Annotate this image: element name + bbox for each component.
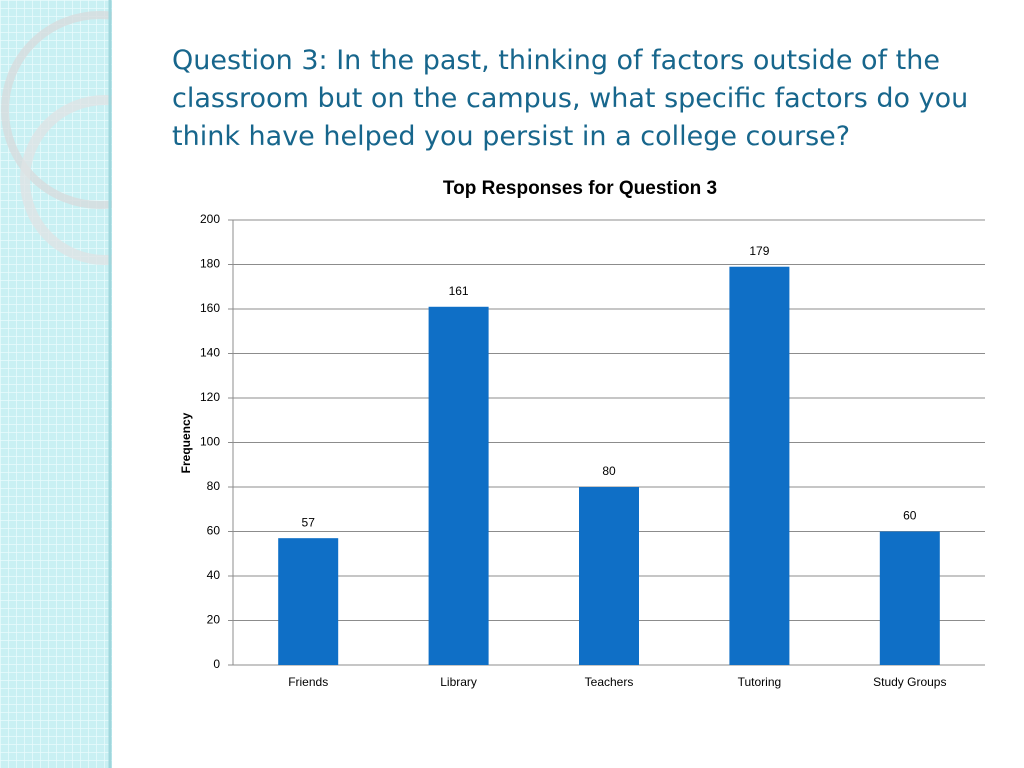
bar	[278, 538, 339, 665]
bar	[579, 487, 639, 665]
y-tick-label: 160	[200, 301, 220, 315]
value-label: 161	[449, 284, 469, 298]
y-axis-label: Frequency	[179, 412, 193, 473]
y-tick-label: 60	[207, 524, 221, 538]
bar	[428, 306, 489, 665]
value-label: 60	[903, 509, 917, 523]
x-tick-label: Library	[440, 675, 477, 689]
x-tick-label: Friends	[288, 675, 328, 689]
x-tick-label: Teachers	[585, 675, 634, 689]
chart-title: Top Responses for Question 3	[443, 178, 717, 199]
y-tick-label: 0	[213, 657, 220, 671]
y-tick-label: 200	[200, 212, 220, 226]
y-tick-label: 20	[207, 613, 221, 627]
y-tick-label: 80	[207, 479, 221, 493]
bar	[729, 266, 790, 665]
value-label: 57	[302, 515, 316, 529]
y-tick-label: 120	[200, 390, 220, 404]
y-tick-label: 180	[200, 257, 220, 271]
x-tick-label: Tutoring	[738, 675, 782, 689]
y-tick-label: 40	[207, 568, 221, 582]
x-tick-label: Study Groups	[873, 675, 946, 689]
value-label: 179	[749, 244, 769, 258]
slide-title: Question 3: In the past, thinking of fac…	[172, 45, 969, 152]
y-tick-label: 140	[200, 346, 220, 360]
bar	[879, 531, 940, 665]
decor-strip	[0, 0, 112, 768]
value-label: 80	[602, 464, 616, 478]
y-tick-label: 100	[200, 435, 220, 449]
